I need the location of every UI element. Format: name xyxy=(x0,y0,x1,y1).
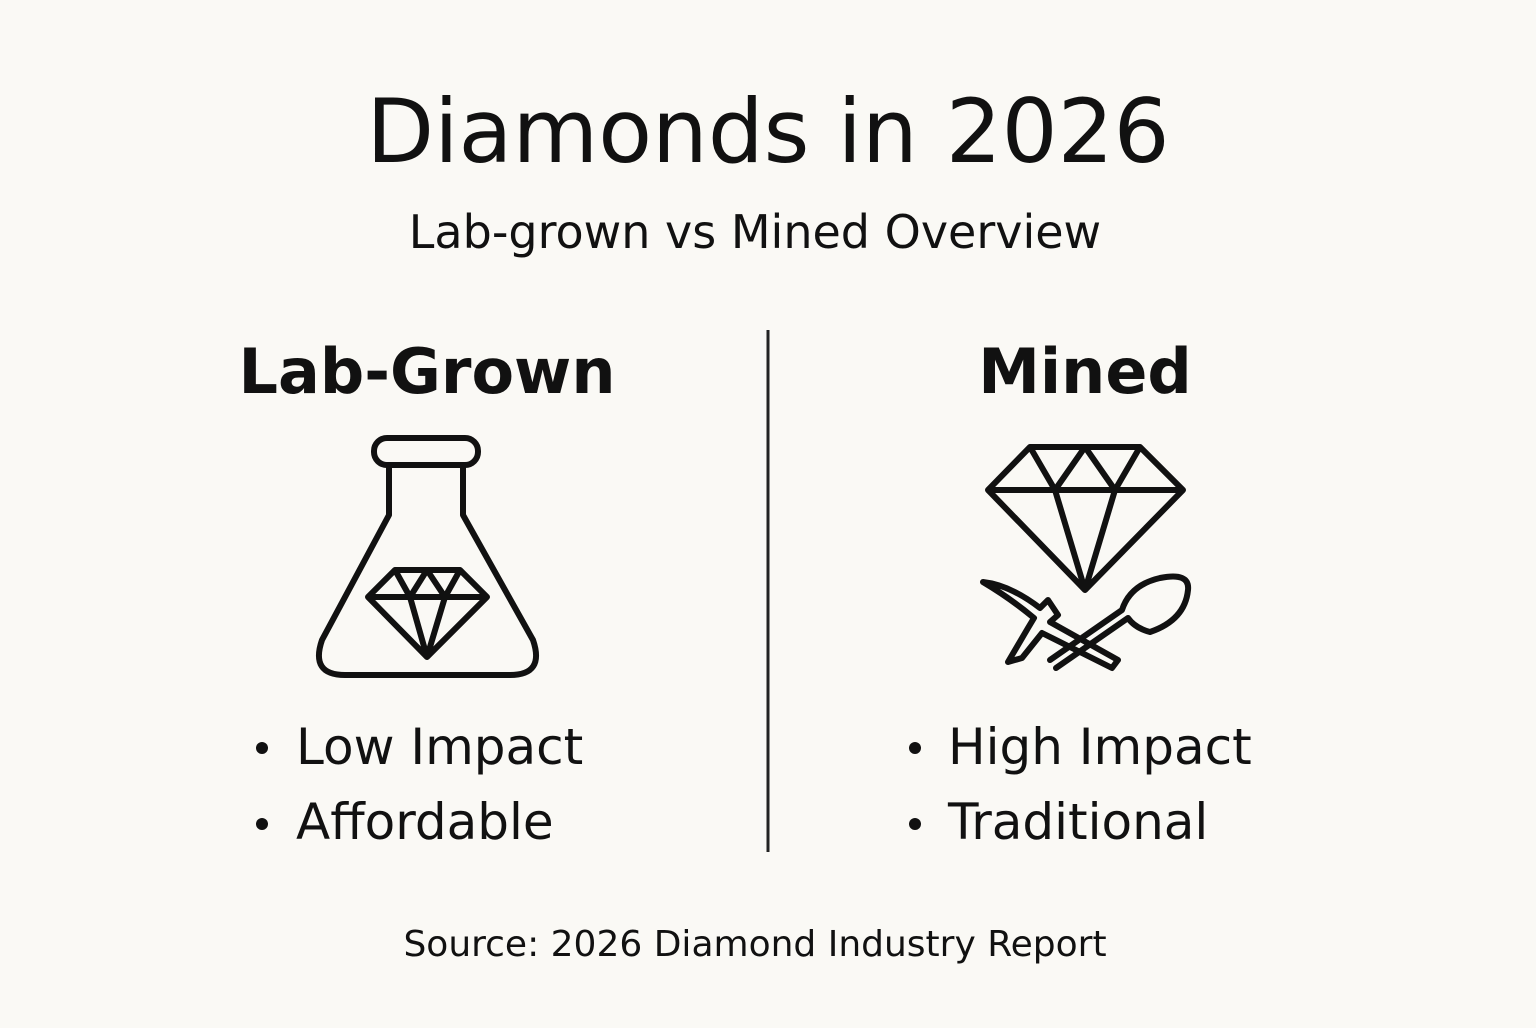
bullet-dot xyxy=(909,818,921,830)
column-heading: Lab-Grown xyxy=(239,335,616,408)
flask-icon xyxy=(315,435,540,678)
bullet-text: Affordable xyxy=(296,793,554,851)
title: Diamonds in 2026 xyxy=(366,80,1169,183)
bullet-dot xyxy=(256,818,268,830)
mined-diamond-icon xyxy=(980,444,1192,671)
bullet-text: Traditional xyxy=(947,793,1208,851)
bullet-text: High Impact xyxy=(948,718,1252,776)
source: Source: 2026 Diamond Industry Report xyxy=(403,924,1106,965)
bullet-dot xyxy=(909,742,921,754)
bullet-dot xyxy=(256,742,268,754)
bullet-text: Low Impact xyxy=(296,718,583,776)
column-heading: Mined xyxy=(978,335,1192,408)
subtitle: Lab-grown vs Mined Overview xyxy=(409,205,1101,259)
